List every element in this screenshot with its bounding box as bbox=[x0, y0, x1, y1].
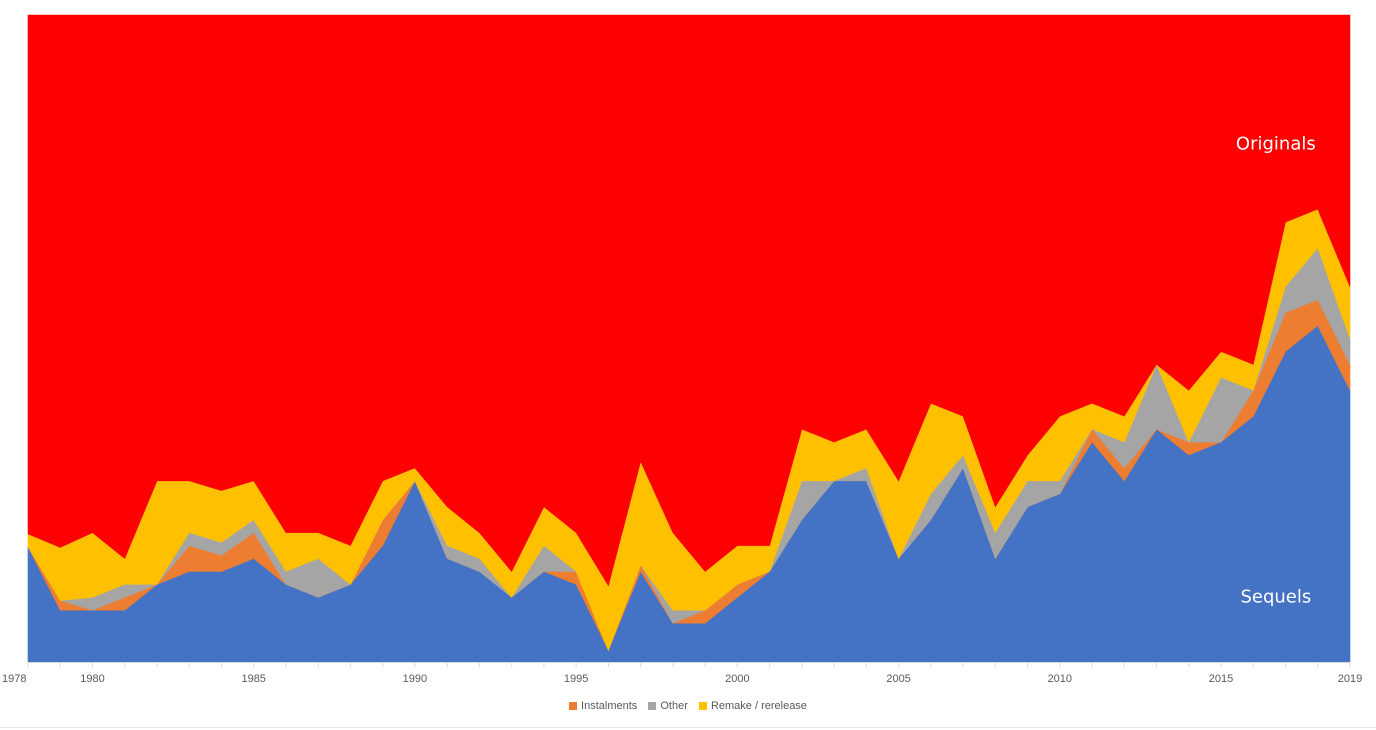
annotation-originals: Originals bbox=[1236, 133, 1316, 154]
legend-swatch-other bbox=[648, 702, 657, 710]
x-tick-label: 1980 bbox=[80, 673, 104, 685]
x-tick-label: 1978 bbox=[2, 673, 26, 685]
stacked-areas bbox=[27, 14, 1351, 663]
x-axis-ticks: 1978 1980 1985 1990 1995 2000 2005 2010 2015 2019 bbox=[2, 662, 1362, 685]
frame-bottom-border bbox=[0, 727, 1376, 728]
area-series-originals bbox=[27, 14, 1351, 587]
legend-swatch-instalments bbox=[569, 702, 578, 710]
x-tick-label: 1995 bbox=[564, 673, 588, 685]
legend: Instalments Other Remake / rerelease bbox=[0, 700, 1376, 712]
legend-item-remake-rerelease: Remake / rerelease bbox=[698, 700, 807, 712]
x-tick-label: 2005 bbox=[886, 673, 910, 685]
legend-label-remake-rerelease: Remake / rerelease bbox=[710, 700, 807, 712]
legend-label-instalments: Instalments bbox=[581, 700, 638, 712]
x-tick-label: 2010 bbox=[1048, 673, 1072, 685]
x-tick-label: 1990 bbox=[403, 673, 427, 685]
annotations: Originals Sequels bbox=[1236, 133, 1316, 607]
x-tick-label: 2000 bbox=[725, 673, 749, 685]
x-tick-label: 1985 bbox=[241, 673, 265, 685]
x-tick-label: 2019 bbox=[1338, 673, 1362, 685]
legend-label-other: Other bbox=[660, 700, 688, 712]
annotation-sequels: Sequels bbox=[1240, 586, 1311, 607]
legend-item-instalments: Instalments bbox=[569, 700, 637, 712]
legend-item-other: Other bbox=[648, 700, 688, 712]
legend-swatch-remake-rerelease bbox=[698, 702, 707, 710]
x-tick-label: 2015 bbox=[1209, 673, 1233, 685]
